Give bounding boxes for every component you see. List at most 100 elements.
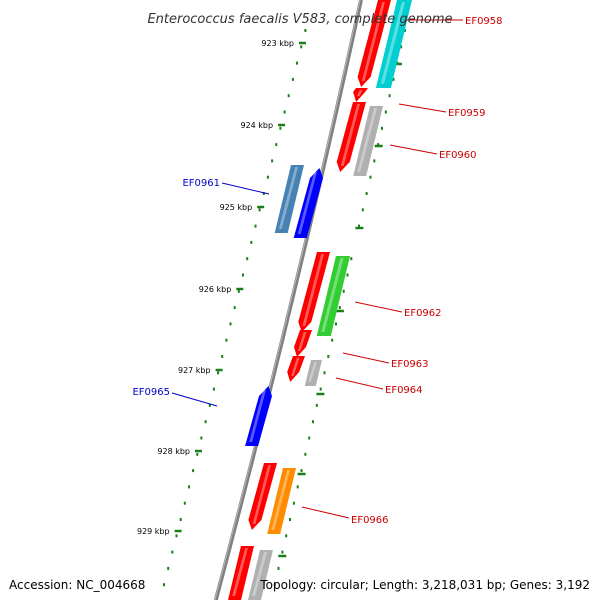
gene-label-ef0965[interactable]: EF0965 [132,387,170,398]
tick-label: 924 kbp [240,121,273,130]
feature-ef0960-forward[interactable] [336,102,366,172]
tick-dot [266,175,269,179]
gene-label-ef0966[interactable]: EF0966 [351,515,389,526]
feature-ef0963-forward[interactable] [294,330,312,357]
feature-ef0959-forward[interactable] [353,88,368,102]
feature-ef0960-gray-shine [357,108,377,172]
gene-label-ef0961[interactable]: EF0961 [182,178,220,189]
tick-dot [217,371,220,375]
feature-next-forward-shine [232,548,248,596]
feature-ef0961-blue-body [293,168,323,238]
feature-ef0959-forward-body [353,88,368,102]
tick-dot [331,338,334,342]
feature-ef0960-gray-body [353,106,383,176]
feature-ef0958-cyan-shine [380,2,406,84]
feature-next-gray-shine [252,552,267,596]
feature-ef0964-forward[interactable] [287,356,305,382]
feature-ef0958-forward-body [357,0,391,87]
gene-label-ef0964[interactable]: EF0964 [385,385,423,396]
feature-ef0960-forward-shine [340,104,360,166]
tick-dot [296,485,299,489]
feature-ef0966-orange[interactable] [267,468,296,534]
map-title: Enterococcus faecalis V583, complete gen… [147,12,452,27]
gene-label-ef0962[interactable]: EF0962 [404,308,442,319]
tick-dot [196,452,199,456]
tick-dot [192,469,195,473]
feature-ef0960-gray[interactable] [353,106,383,176]
tick-label: 925 kbp [220,203,253,212]
tick-dot [258,208,261,212]
tick-dot [365,192,368,195]
feature-ef0964-forward-shine [291,358,300,376]
tick-dot [384,110,387,114]
tick-dot [167,566,170,570]
feature-ef0964-gray[interactable] [304,360,322,386]
feature-next-forward[interactable] [228,546,254,600]
feature-ef0965-blue-body [245,386,272,446]
tick-dot [279,126,282,130]
tick-dot [163,583,165,587]
tick-dot [237,289,240,293]
tick-label: 928 kbp [157,447,190,456]
feature-ef0960-forward-body [336,102,366,172]
tick-dot [346,273,349,277]
tick-dot [271,159,274,163]
tick-dot [342,289,345,293]
leader-lines-layer [171,19,463,519]
gene-label-ef0963[interactable]: EF0963 [391,359,429,370]
tick-dot [273,583,276,587]
feature-ef0964-gray-body [304,360,322,386]
backbone-layer [213,0,363,600]
feature-ef0962-green-shine [321,258,344,332]
tick-dot [254,224,257,228]
feature-ef0961-steel[interactable] [274,165,304,233]
gene-label-ef0960[interactable]: EF0960 [439,150,477,161]
tick-dot [171,550,174,554]
tick-dot [300,469,303,473]
feature-ef0961-blue[interactable] [293,168,323,238]
tick-dot [225,338,228,342]
tick-dot [242,273,244,277]
leader-line-ef0963 [342,352,390,364]
tick-dot [289,518,291,521]
feature-ef0958-forward[interactable] [357,0,391,87]
feature-next-gray-body [248,550,273,600]
feature-ef0962-forward-shine [302,254,324,326]
tick-dot [221,355,224,358]
feature-ef0962-forward[interactable] [298,252,330,332]
feature-next-gray[interactable] [248,550,273,600]
tick-dot [204,420,207,424]
feature-ef0966-forward[interactable] [248,463,277,530]
gene-label-ef0958[interactable]: EF0958 [465,16,503,27]
tick-dot [300,45,303,49]
tick-dot [358,224,360,228]
feature-ef0958-cyan-body [375,0,412,88]
tick-dot [287,94,290,98]
gene-label-ef0959[interactable]: EF0959 [448,108,486,119]
feature-ef0965-blue-shine [249,390,266,442]
tick-dot [283,110,286,114]
tick-dot [212,387,215,391]
leader-line-ef0964 [335,377,384,390]
tick-label: 929 kbp [137,527,170,536]
tick-dot [277,566,280,570]
leader-line-ef0959 [398,103,447,113]
feature-ef0959-forward-shine [357,90,363,96]
feature-ef0963-forward-shine [297,332,307,351]
tick-dot [285,534,288,538]
feature-ef0958-cyan[interactable] [375,0,412,88]
tick-dot [246,257,249,261]
genome-backbone [213,0,363,600]
feature-ef0958-forward-shine [361,2,385,81]
tick-dot [392,77,395,81]
feature-ef0964-gray-shine [308,362,317,382]
feature-ef0965-blue[interactable] [245,386,272,446]
feature-ef0962-green[interactable] [316,256,350,336]
tick-dot [323,371,326,375]
tick-label: 926 kbp [199,285,232,294]
tick-dot [281,550,284,554]
tick-dot [188,485,190,489]
feature-ef0966-orange-shine [271,470,290,530]
tick-dot [338,306,341,310]
